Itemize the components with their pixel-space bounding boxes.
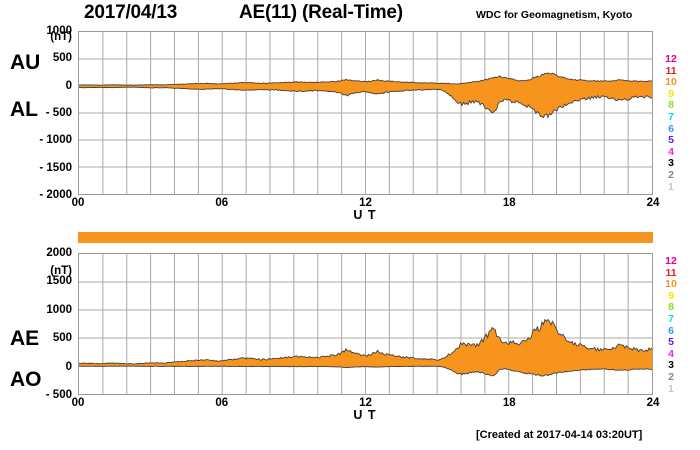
- legend-item-12: 12: [665, 53, 677, 65]
- series-label-ae: AE: [10, 327, 40, 350]
- series-label-ao: AO: [10, 368, 42, 391]
- footer-created-timestamp: [Created at 2017-04-14 03:20UT]: [476, 429, 643, 441]
- legend-item-3: 3: [668, 359, 674, 372]
- legend-item-7: 7: [668, 110, 674, 123]
- legend-item-1: 1: [668, 180, 674, 193]
- legend-item-4: 4: [668, 347, 674, 360]
- header-source-attribution: WDC for Geomagnetism, Kyoto: [476, 9, 633, 21]
- legend-item-11: 11: [665, 266, 677, 279]
- y-axis-tick-label: 1500: [46, 275, 72, 288]
- y-axis-tick-label: 1000: [46, 303, 72, 316]
- page-title: AE(11) (Real-Time): [239, 2, 403, 23]
- y-axis-tick-label: 0: [65, 360, 72, 373]
- y-axis-tick-label: - 1000: [39, 134, 72, 147]
- au-al-plot-area: [78, 31, 653, 195]
- legend-item-7: 7: [668, 312, 674, 325]
- data-availability-bar: [78, 232, 653, 243]
- legend-item-5: 5: [668, 336, 674, 349]
- x-axis-tick-label: 18: [502, 197, 516, 209]
- legend-item-6: 6: [668, 324, 674, 337]
- header-date: 2017/04/13: [84, 2, 178, 23]
- y-axis-tick-label: 2000: [46, 247, 72, 259]
- legend-item-3: 3: [668, 157, 674, 170]
- legend-item-6: 6: [668, 122, 674, 135]
- x-axis-tick-label: 12: [359, 197, 372, 209]
- x-axis-tick-label: 06: [215, 397, 229, 409]
- legend-item-9: 9: [668, 87, 674, 100]
- legend-item-8: 8: [668, 99, 674, 112]
- au-al-unit-label: (nT): [50, 31, 72, 43]
- y-axis-tick-label: - 1500: [39, 161, 72, 174]
- legend-item-10: 10: [665, 278, 677, 291]
- legend-item-1: 1: [668, 382, 674, 395]
- station-count-legend-top: 12 11 10 9 8 7 6 5 4 3 2 1: [660, 53, 682, 193]
- legend-item-12: 12: [665, 255, 677, 267]
- y-axis-tick-label: 500: [52, 332, 72, 345]
- ae-ao-plot-area: [78, 253, 653, 395]
- legend-item-2: 2: [668, 370, 674, 383]
- legend-item-10: 10: [665, 76, 677, 89]
- x-axis-tick-label: 18: [502, 397, 516, 409]
- x-axis-tick-label: 00: [71, 397, 85, 409]
- ae-ao-x-axis-title: U T: [353, 408, 377, 422]
- x-axis-tick-label: 06: [215, 197, 229, 209]
- ae-ao-data-trace: [79, 254, 652, 394]
- series-label-au: AU: [10, 51, 41, 74]
- x-axis-tick-label: 12: [359, 397, 372, 409]
- x-axis-tick-label: 00: [71, 197, 85, 209]
- au-al-data-trace: [79, 32, 652, 194]
- au-al-x-axis-title: U T: [353, 208, 377, 222]
- ae-ao-unit-label: (nT): [50, 265, 72, 277]
- legend-item-8: 8: [668, 301, 674, 314]
- legend-item-5: 5: [668, 134, 674, 147]
- legend-item-4: 4: [668, 145, 674, 158]
- y-axis-tick-label: 1000: [46, 25, 72, 37]
- y-axis-tick-label: - 500: [45, 389, 72, 401]
- series-label-al: AL: [10, 98, 38, 121]
- ae-ao-gridlines: [79, 254, 652, 394]
- x-axis-tick-label: 24: [646, 397, 660, 409]
- station-count-legend-bottom: 12 11 10 9 8 7 6 5 4 3 2 1: [660, 255, 682, 395]
- legend-item-9: 9: [668, 289, 674, 302]
- x-axis-tick-label: 24: [646, 197, 660, 209]
- legend-item-11: 11: [665, 64, 677, 77]
- y-axis-tick-label: 500: [52, 52, 72, 65]
- y-axis-tick-label: 0: [65, 79, 72, 92]
- legend-item-2: 2: [668, 168, 674, 181]
- y-axis-tick-label: - 500: [45, 107, 72, 119]
- y-axis-tick-label: - 2000: [39, 189, 72, 201]
